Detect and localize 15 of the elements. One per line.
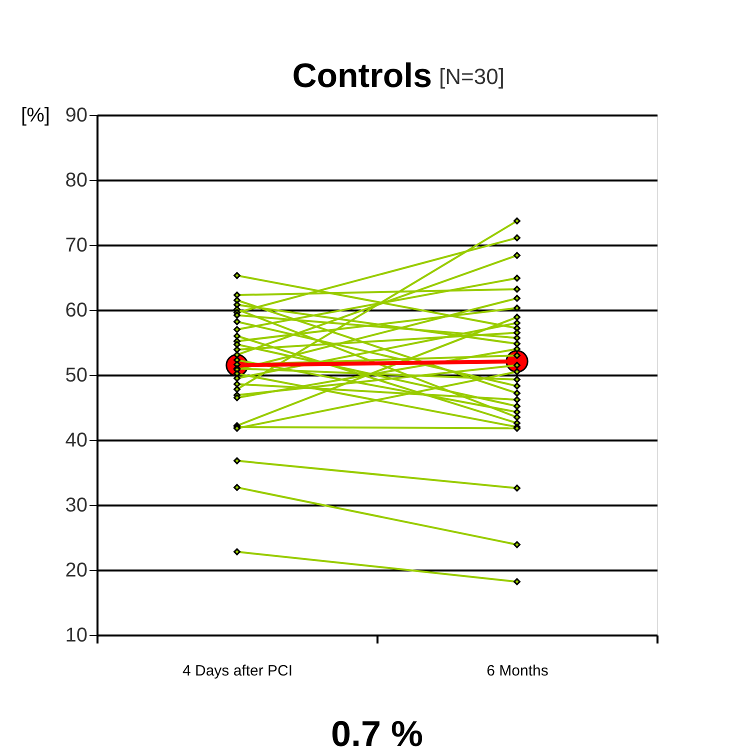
x-tick-label: 4 Days after PCI (182, 662, 293, 680)
y-tick-label: 10 (65, 624, 88, 646)
y-tick-label: 40 (65, 430, 88, 452)
chart-title: Controls (292, 57, 432, 95)
y-tick-label: 90 (65, 104, 88, 126)
y-tick-label: 60 (65, 300, 88, 322)
y-tick-label: 30 (65, 494, 88, 516)
x-tick-label: 6 Months (486, 662, 548, 680)
y-tick-label: 50 (65, 364, 88, 386)
y-axis-title: [%] (21, 104, 50, 126)
chart-subtitle: [N=30] (439, 64, 504, 89)
y-tick-label: 80 (65, 170, 88, 192)
y-tick-label: 70 (65, 234, 88, 256)
y-tick-label: 20 (65, 560, 88, 582)
text: 0.7 % (330, 713, 424, 751)
